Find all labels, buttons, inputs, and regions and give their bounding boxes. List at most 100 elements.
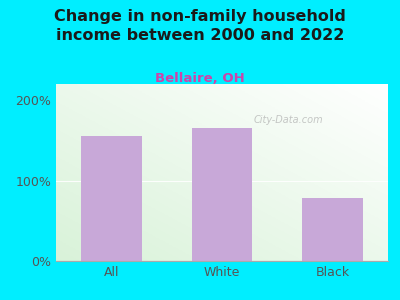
Bar bbox=[56, 114, 388, 115]
Bar bbox=[56, 175, 388, 176]
Bar bbox=[56, 171, 388, 172]
Bar bbox=[56, 129, 388, 130]
Bar bbox=[56, 210, 388, 211]
Bar bbox=[56, 259, 388, 260]
Bar bbox=[56, 192, 388, 193]
Bar bbox=[56, 213, 388, 214]
Bar bbox=[56, 241, 388, 242]
Bar bbox=[56, 239, 388, 240]
Bar bbox=[56, 217, 388, 218]
Bar bbox=[56, 222, 388, 223]
Bar bbox=[56, 253, 388, 254]
Bar bbox=[56, 148, 388, 149]
Bar bbox=[56, 135, 388, 136]
Bar bbox=[56, 184, 388, 185]
Bar bbox=[56, 113, 388, 114]
Bar bbox=[56, 202, 388, 203]
Bar bbox=[56, 181, 388, 182]
Bar bbox=[56, 145, 388, 146]
Bar bbox=[302, 198, 363, 261]
Bar bbox=[56, 106, 388, 107]
Bar bbox=[56, 84, 388, 85]
Bar bbox=[56, 141, 388, 142]
Bar bbox=[56, 163, 388, 164]
Bar bbox=[56, 142, 388, 143]
Bar bbox=[56, 191, 388, 192]
Bar bbox=[56, 196, 388, 197]
Text: Change in non-family household
income between 2000 and 2022: Change in non-family household income be… bbox=[54, 9, 346, 43]
Bar bbox=[56, 260, 388, 261]
Bar bbox=[56, 90, 388, 91]
Bar bbox=[56, 232, 388, 233]
Bar bbox=[56, 244, 388, 245]
Bar bbox=[56, 198, 388, 199]
Bar bbox=[56, 221, 388, 222]
Bar bbox=[56, 137, 388, 138]
Bar bbox=[56, 124, 388, 125]
Bar bbox=[56, 139, 388, 140]
Bar bbox=[56, 212, 388, 213]
Bar bbox=[56, 178, 388, 179]
Bar bbox=[56, 193, 388, 194]
Bar bbox=[56, 235, 388, 236]
Bar bbox=[56, 131, 388, 132]
Bar bbox=[56, 177, 388, 178]
Bar bbox=[56, 205, 388, 206]
Bar bbox=[56, 136, 388, 137]
Bar bbox=[56, 147, 388, 148]
Bar bbox=[56, 209, 388, 210]
Bar bbox=[56, 88, 388, 89]
Bar bbox=[56, 176, 388, 177]
Bar bbox=[56, 186, 388, 187]
Bar bbox=[56, 237, 388, 238]
Bar bbox=[56, 214, 388, 215]
Bar bbox=[56, 174, 388, 175]
Bar bbox=[56, 206, 388, 207]
Bar bbox=[56, 156, 388, 157]
Bar bbox=[56, 247, 388, 248]
Bar bbox=[56, 123, 388, 124]
Bar bbox=[56, 187, 388, 188]
Bar bbox=[56, 219, 388, 220]
Bar bbox=[56, 151, 388, 152]
Bar bbox=[56, 100, 388, 101]
Bar bbox=[56, 149, 388, 150]
Bar bbox=[56, 107, 388, 108]
Bar bbox=[56, 240, 388, 241]
Bar bbox=[56, 190, 388, 191]
Bar bbox=[56, 150, 388, 151]
Bar bbox=[56, 172, 388, 173]
Bar bbox=[56, 189, 388, 190]
Bar bbox=[56, 144, 388, 145]
Bar bbox=[56, 118, 388, 119]
Bar bbox=[56, 95, 388, 96]
Bar bbox=[56, 127, 388, 128]
Bar bbox=[56, 180, 388, 181]
Bar bbox=[56, 211, 388, 212]
Bar bbox=[56, 86, 388, 87]
Bar bbox=[56, 216, 388, 217]
Bar bbox=[56, 87, 388, 88]
Bar bbox=[56, 152, 388, 153]
Bar bbox=[56, 118, 388, 119]
Bar bbox=[56, 98, 388, 99]
Bar bbox=[56, 257, 388, 258]
Bar bbox=[56, 188, 388, 189]
Bar bbox=[56, 110, 388, 111]
Bar bbox=[56, 115, 388, 116]
Bar bbox=[56, 168, 388, 169]
Bar bbox=[56, 101, 388, 102]
Bar bbox=[56, 125, 388, 126]
Bar bbox=[56, 248, 388, 249]
Bar bbox=[56, 224, 388, 225]
Bar bbox=[56, 179, 388, 180]
Bar bbox=[56, 96, 388, 97]
Bar bbox=[56, 158, 388, 159]
Bar bbox=[56, 201, 388, 202]
Bar bbox=[56, 117, 388, 118]
Bar bbox=[56, 231, 388, 232]
Bar bbox=[56, 185, 388, 186]
Bar bbox=[56, 97, 388, 98]
Bar bbox=[56, 256, 388, 257]
Bar bbox=[56, 238, 388, 239]
